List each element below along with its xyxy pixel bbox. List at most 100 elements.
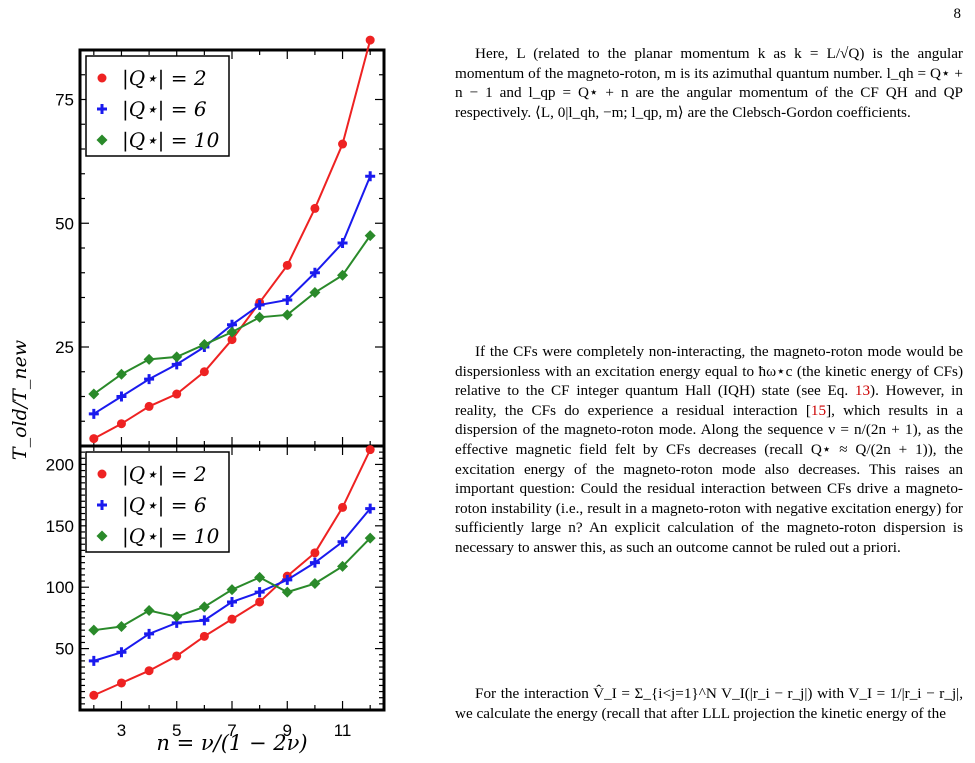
page-number: 8 (953, 6, 962, 22)
data-point-diamond (254, 571, 266, 583)
data-point-circle (338, 139, 348, 149)
data-point-diamond (254, 311, 266, 323)
data-point-plus (144, 628, 155, 639)
paragraph-2-text-a: If the CFs were completely non-interacti… (455, 343, 963, 400)
paragraph-2-text-b: ). However, in reality, the CFs do exper… (455, 382, 963, 419)
data-point-diamond (198, 601, 210, 613)
data-point-diamond (88, 624, 100, 636)
y-axis-label: T_old/T_new (9, 340, 31, 460)
data-point-circle (116, 419, 126, 429)
y-tick-label: 50 (55, 214, 74, 233)
legend-box (85, 451, 230, 553)
y-tick-label: 150 (46, 517, 74, 536)
paragraph-1-text: Here, L (related to the planar momentum … (455, 45, 963, 121)
data-point-plus (365, 503, 376, 514)
data-point-circle (227, 614, 237, 624)
data-point-diamond (198, 339, 210, 351)
data-point-plus (88, 655, 99, 666)
data-point-diamond (337, 269, 349, 281)
series-line-3 (93, 235, 372, 395)
data-point-diamond (171, 611, 183, 623)
legend-label: |Q⋆| = 2 (122, 462, 207, 487)
data-point-circle (255, 597, 265, 607)
paragraph-1: Here, L (related to the planar momentum … (455, 44, 963, 122)
legend-label: |Q⋆| = 2 (122, 66, 207, 91)
text-column: Here, L (related to the planar momentum … (455, 44, 963, 722)
data-point-circle (199, 631, 209, 641)
data-point-circle (365, 445, 375, 455)
series-line-2 (93, 175, 372, 415)
x-tick-label: 9 (283, 721, 292, 740)
data-point-circle (227, 335, 237, 345)
legend-marker-plus (97, 500, 107, 510)
data-point-diamond (226, 326, 238, 338)
y-tick-label: 50 (55, 640, 74, 659)
data-point-plus (282, 294, 293, 305)
legend-box (85, 55, 230, 157)
data-point-circle (310, 548, 320, 558)
data-point-diamond (309, 287, 321, 299)
data-point-circle (144, 666, 154, 676)
legend-marker-circle (97, 469, 107, 479)
x-axis-label: n = ν/(1 − 2ν) (156, 731, 307, 755)
data-point-diamond (171, 351, 183, 363)
y-tick-label: 100 (46, 578, 74, 597)
data-point-diamond (309, 578, 321, 590)
data-point-diamond (115, 621, 127, 633)
data-point-plus (88, 408, 99, 419)
data-point-diamond (88, 388, 100, 400)
data-point-plus (309, 557, 320, 568)
legend-marker-circle (97, 73, 107, 83)
paragraph-2-text-c: ], which results in a dispersion of the … (455, 401, 963, 556)
equation-reference[interactable]: 13 (854, 382, 871, 400)
data-point-circle (338, 502, 348, 512)
x-tick-label: 7 (227, 721, 236, 740)
data-point-plus (227, 596, 237, 607)
data-point-circle (89, 434, 99, 444)
data-point-diamond (281, 586, 293, 598)
x-tick-label: 11 (334, 721, 352, 740)
citation-link[interactable]: 15 (810, 401, 827, 419)
data-point-plus (337, 238, 348, 249)
data-point-circle (172, 389, 182, 399)
data-point-circle (310, 203, 320, 213)
paragraph-2: If the CFs were completely non-interacti… (455, 342, 963, 558)
data-point-plus (116, 391, 127, 402)
data-point-diamond (115, 368, 127, 380)
legend-label: |Q⋆| = 6 (122, 493, 207, 518)
data-point-diamond (337, 560, 349, 572)
data-point-circle (282, 260, 292, 270)
data-point-circle (144, 401, 154, 411)
data-point-plus (309, 267, 320, 278)
data-point-plus (282, 574, 293, 585)
x-tick-label: 5 (172, 721, 181, 740)
data-point-circle (116, 678, 126, 688)
data-point-diamond (226, 584, 238, 596)
y-tick-label: 25 (55, 338, 74, 357)
data-point-circle (172, 651, 182, 661)
data-point-plus (365, 171, 376, 182)
legend-marker-plus (97, 104, 107, 114)
data-point-plus (199, 615, 210, 626)
data-point-diamond (143, 353, 155, 365)
data-point-circle (89, 690, 99, 700)
data-point-plus (254, 299, 265, 310)
data-point-diamond (364, 230, 376, 242)
legend-label: |Q⋆| = 10 (122, 128, 220, 153)
x-tick-label: 3 (117, 721, 126, 740)
legend-marker-diamond (96, 530, 108, 542)
data-point-plus (116, 647, 127, 658)
legend-label: |Q⋆| = 6 (122, 97, 207, 122)
y-tick-label: 200 (46, 455, 74, 474)
legend-marker-diamond (96, 134, 108, 146)
data-point-circle (199, 367, 209, 377)
data-point-plus (144, 374, 155, 385)
legend-label: |Q⋆| = 10 (122, 524, 220, 549)
paragraph-3-text: For the interaction V̂_I = Σ_{i<j=1}^N V… (455, 685, 963, 722)
paragraph-3: For the interaction V̂_I = Σ_{i<j=1}^N V… (455, 684, 963, 723)
y-tick-label: 75 (55, 91, 74, 110)
figure-panels: 25 50 75 |Q⋆| = 2 |Q⋆| = 6 |Q⋆| = 10 50 100 150 2… (0, 0, 440, 763)
data-point-plus (254, 587, 265, 598)
data-point-plus (337, 536, 348, 547)
